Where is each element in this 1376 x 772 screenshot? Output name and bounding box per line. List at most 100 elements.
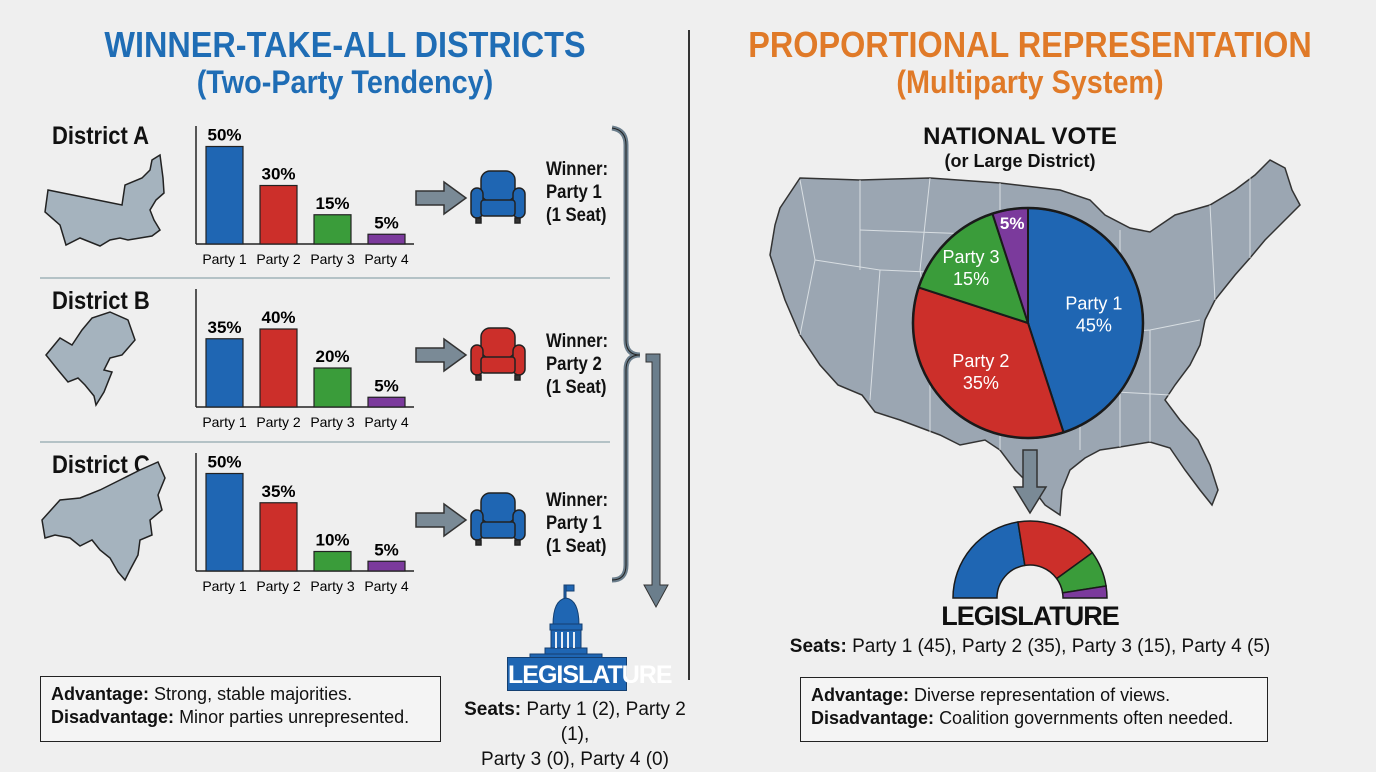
left-legislature-label: LEGISLATURE [507,657,673,691]
seat-segment [1061,585,1108,599]
right-seats: Seats: Party 1 (45), Party 2 (35), Party… [760,636,1300,658]
bar [367,396,406,408]
bar-value-label: 30% [261,165,295,184]
bar-category-label: Party 3 [310,578,355,594]
armchair-icon [470,492,526,546]
right-legislature-label: LEGISLATURE [941,601,1120,631]
district-a-winner: Winner: Party 1 (1 Seat) [546,158,608,227]
pie-value-label: 15% [953,269,989,289]
armchair-icon [470,170,526,224]
bar [313,367,352,408]
seats-text: Party 1 (45), Party 2 (35), Party 3 (15)… [852,636,1271,657]
bar [205,338,244,408]
right-subtitle: (Multiparty System) [896,64,1164,100]
seats-line-2: Party 3 (0), Party 4 (0) [481,749,669,770]
bar-value-label: 5% [374,376,399,395]
bar-value-label: 5% [374,540,399,559]
bar-value-label: 20% [315,347,349,366]
bar-category-label: Party 2 [256,414,301,430]
bar-category-label: Party 4 [364,578,409,594]
bar-chart-1: 50% Party 1 30% Party 2 15% Party 3 5% Party 4 [195,126,414,267]
bar-category-label: Party 1 [202,251,247,267]
seats-label: Seats: [789,636,847,657]
national-vote-subtitle: (or Large District) [944,151,1096,171]
district-a-map [44,153,165,247]
bar-category-label: Party 4 [364,414,409,430]
advantage-label: Advantage: [811,685,910,705]
bar [259,502,298,572]
disadvantage-text: Minor parties unrepresented. [179,707,410,727]
winner-party: Party 2 [546,354,602,375]
disadvantage-label: Disadvantage: [811,708,935,728]
bar-category-label: Party 4 [364,251,409,267]
winner-label: Winner: [546,331,609,352]
pie-category-label: Party 3 [943,247,1000,267]
left-title: WINNER-TAKE-ALL DISTRICTS [104,24,586,65]
bar-value-label: 35% [261,482,295,501]
bar [259,328,298,408]
district-c-winner: Winner: Party 1 (1 Seat) [546,489,608,558]
bar-category-label: Party 3 [310,251,355,267]
bar [367,233,406,245]
bar [205,145,244,245]
seats-line-1: Party 1 (2), Party 2 (1), [526,699,686,745]
arrow-right-icon [415,502,468,538]
center-divider [688,30,690,680]
national-vote-title: NATIONAL VOTE [923,123,1117,150]
pie-category-label: Party 2 [952,351,1009,371]
bracket [611,127,641,581]
pie-category-label: Party 1 [1065,294,1122,314]
arrow-right-icon [415,180,468,216]
district-a-label: District A [52,122,149,150]
advantage-text: Strong, stable majorities. [154,684,353,704]
bar-value-label: 40% [261,308,295,327]
pie-value-label: 35% [963,373,999,393]
bar-category-label: Party 3 [310,414,355,430]
winner-party: Party 1 [546,182,602,203]
winner-label: Winner: [546,490,609,511]
winner-seats: (1 Seat) [546,377,607,398]
bar-value-label: 5% [374,213,399,232]
pie-value-label: 5% [1000,214,1025,233]
district-separator [40,277,610,279]
disadvantage-text: Coalition governments often needed. [939,708,1234,728]
bar-value-label: 50% [207,453,241,472]
bar [313,550,352,572]
bar [205,472,244,572]
seat-segment [952,521,1026,599]
bar [313,214,352,245]
district-b-label: District B [52,287,150,315]
district-separator [40,441,610,443]
bar-value-label: 10% [315,531,349,550]
district-b-winner: Winner: Party 2 (1 Seat) [546,330,608,399]
bar [367,560,406,572]
winner-label: Winner: [546,159,609,180]
seats-label: Seats: [464,699,522,720]
bar-category-label: Party 1 [202,414,247,430]
district-c-map [41,461,166,582]
bar-chart-2: 35% Party 1 40% Party 2 20% Party 3 5% Party 4 [195,289,414,430]
right-pros-cons-box: Advantage: Diverse representation of vie… [800,677,1268,742]
advantage-label: Advantage: [51,684,150,704]
arrow-right-icon [415,337,468,373]
right-title: PROPORTIONAL REPRESENTATION [748,24,1312,65]
arrow-down-icon [1012,449,1048,515]
disadvantage-label: Disadvantage: [51,707,175,727]
bar-category-label: Party 1 [202,578,247,594]
bar-value-label: 15% [315,194,349,213]
left-seats: Seats: Party 1 (2), Party 2 (1), Party 3… [455,697,695,772]
bar-chart-3: 50% Party 1 35% Party 2 10% Party 3 5% Party 4 [195,453,414,594]
capitol-icon [529,584,603,661]
bar-value-label: 35% [207,318,241,337]
left-subtitle: (Two-Party Tendency) [196,64,494,100]
pie-value-label: 45% [1076,316,1112,336]
left-pros-cons-box: Advantage: Strong, stable majorities. Di… [40,676,441,742]
winner-party: Party 1 [546,513,602,534]
bar-category-label: Party 2 [256,251,301,267]
bar-category-label: Party 2 [256,578,301,594]
advantage-text: Diverse representation of views. [914,685,1171,705]
winner-seats: (1 Seat) [546,536,607,557]
bar-value-label: 50% [207,126,241,145]
armchair-icon [470,327,526,381]
